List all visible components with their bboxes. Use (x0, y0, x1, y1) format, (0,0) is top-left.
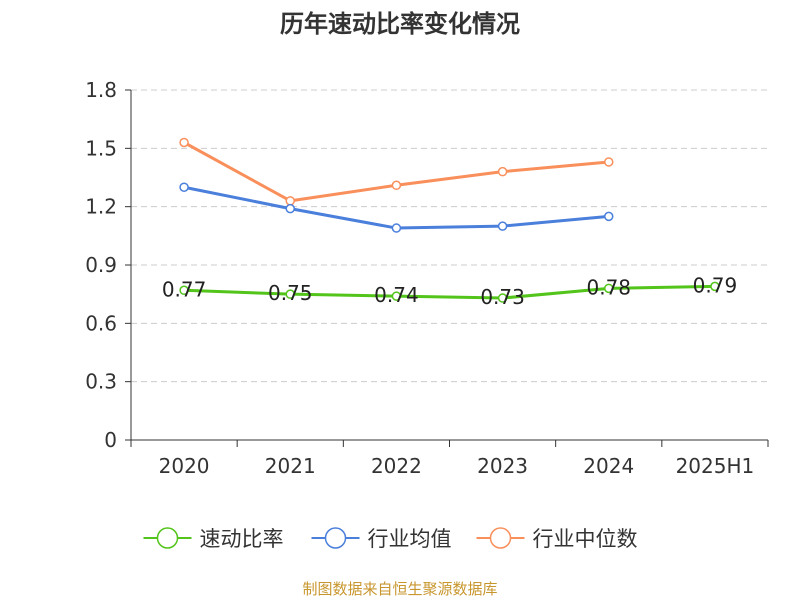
legend-marker-icon (156, 527, 179, 549)
data-point (497, 221, 508, 231)
data-point (604, 157, 614, 167)
data-point (391, 223, 402, 233)
y-tick-label: 0.9 (85, 253, 117, 277)
legend-label: 行业均值 (368, 527, 452, 551)
data-point (179, 137, 189, 148)
series-line (183, 185, 609, 230)
y-tick-label: 1.2 (85, 195, 117, 219)
data-label: 0.74 (374, 283, 419, 307)
data-point (179, 182, 189, 192)
data-point (391, 180, 402, 191)
data-labels: 0.77 0.75 0.74 0.73 0.78 0.79 (162, 273, 737, 309)
data-point (710, 281, 720, 292)
series-lines (179, 137, 720, 303)
legend-item[interactable]: 行业均值 (311, 527, 452, 551)
data-point (604, 211, 614, 222)
legend-label: 行业中位数 (533, 527, 638, 551)
data-label: 0.78 (586, 275, 631, 299)
data-point (285, 289, 295, 299)
y-tick-label: 1.8 (85, 78, 117, 102)
y-tick-label: 1.5 (85, 136, 117, 160)
data-label: 0.75 (268, 281, 313, 305)
series-line (184, 284, 715, 300)
data-label: 0.79 (693, 273, 738, 297)
legend-item[interactable]: 行业中位数 (476, 527, 638, 551)
x-tick-label: 2021 (265, 454, 316, 478)
data-label: 0.77 (162, 277, 207, 301)
legend[interactable]: 速动比率 行业均值 行业中位数 (143, 527, 638, 551)
x-tick-label: 2020 (159, 454, 210, 478)
data-point (179, 285, 189, 296)
source-note: 制图数据来自恒生聚源数据库 (302, 580, 498, 598)
data-point (497, 166, 508, 177)
data-point (391, 291, 402, 301)
y-tick-label: 0.3 (85, 370, 117, 394)
data-point (497, 293, 508, 303)
grid-lines (131, 89, 768, 383)
series-line (183, 141, 609, 203)
y-tick-label: 0 (104, 428, 117, 452)
chart-title: 历年速动比率变化情况 (280, 10, 520, 38)
x-tick-label: 2024 (583, 454, 634, 478)
x-tick-label: 2022 (371, 454, 422, 478)
data-point (604, 283, 614, 294)
data-point (285, 196, 295, 206)
y-tick-label: 0.6 (85, 311, 117, 335)
x-tick-label: 2023 (477, 454, 528, 478)
legend-marker-icon (489, 527, 512, 549)
data-label: 0.73 (480, 285, 525, 309)
axes: 0 0.3 0.6 0.9 1.2 1.5 1.8 2020 2021 2022 2023 2024 2… (85, 78, 769, 478)
legend-item[interactable]: 速动比率 (143, 527, 284, 551)
x-tick-label: 2025H1 (676, 454, 755, 478)
legend-marker-icon (324, 527, 347, 549)
legend-label: 速动比率 (200, 527, 284, 551)
data-point (285, 203, 295, 214)
